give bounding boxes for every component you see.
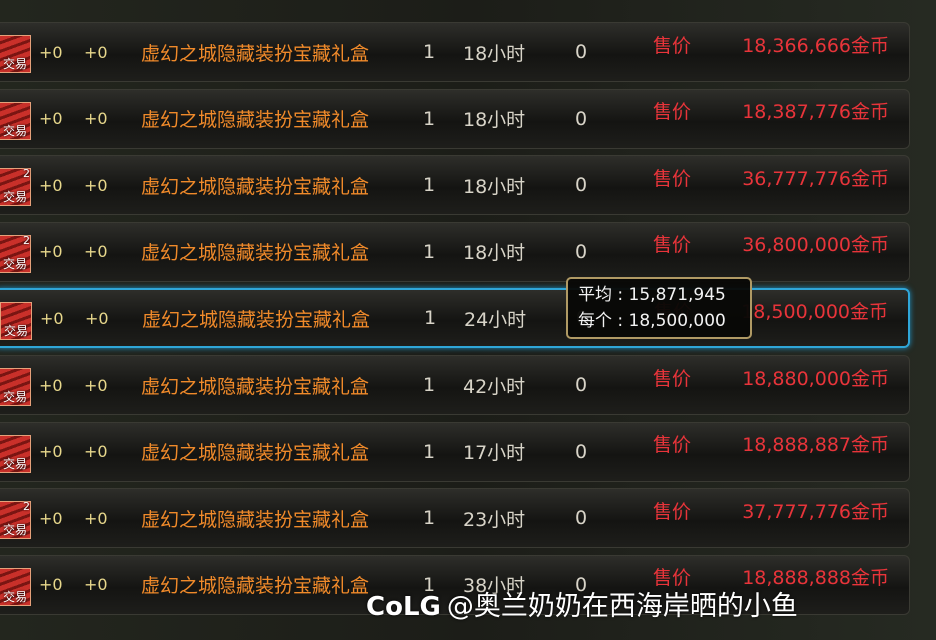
tooltip-line: 每个 : 18,500,000 — [578, 311, 726, 331]
amplify-level: +0 — [85, 308, 109, 328]
listing-row[interactable]: 交易 2 +0 +0 虚幻之城隐藏装扮宝藏礼盒 1 18小时 0 售价 36,777,776金币 — [0, 155, 910, 216]
listing-row[interactable]: 交易+0+0虚幻之城隐藏装扮宝藏礼盒124小时0售价18,500,000金币 — [0, 288, 910, 349]
price-label: 售价 — [653, 34, 692, 57]
bid-count: 0 — [575, 174, 588, 197]
price-label: 售价 — [653, 101, 692, 124]
price: 18,888,887金币 — [742, 434, 889, 457]
bid-count: 0 — [575, 507, 588, 530]
watermark-text: @奥兰奶奶在西海岸晒的小鱼 — [446, 591, 798, 622]
time-left: 18小时 — [463, 175, 526, 198]
item-name: 虚幻之城隐藏装扮宝藏礼盒 — [141, 375, 370, 398]
time-left: 18小时 — [463, 242, 526, 265]
quantity: 1 — [424, 307, 437, 330]
item-name: 虚幻之城隐藏装扮宝藏礼盒 — [141, 575, 370, 598]
price-label: 售价 — [653, 500, 692, 523]
time-left: 42小时 — [463, 375, 526, 398]
listing-row[interactable]: 交易 +0 +0 虚幻之城隐藏装扮宝藏礼盒 1 17小时 0 售价 18,888,887金币 — [0, 421, 910, 482]
reinforce-level: +0 — [39, 442, 63, 462]
item-icon: 交易 2 — [0, 167, 31, 207]
price: 36,777,776金币 — [742, 167, 889, 190]
reinforce-level: +0 — [39, 42, 63, 62]
reinforce-level: +0 — [39, 375, 63, 395]
time-left: 23小时 — [463, 508, 526, 531]
item-icon: 交易 2 — [0, 500, 31, 540]
price-label: 售价 — [653, 434, 692, 457]
price: 36,800,000金币 — [742, 234, 889, 257]
time-left: 18小时 — [463, 42, 526, 65]
price: 18,500,000金币 — [741, 300, 888, 323]
amplify-level: +0 — [84, 575, 108, 595]
stack-badge: 2 — [23, 167, 30, 181]
item-icon: 交易 — [0, 567, 31, 606]
price: 18,880,000金币 — [742, 367, 889, 390]
amplify-level: +0 — [84, 42, 108, 62]
reinforce-level: +0 — [39, 242, 63, 262]
item-name: 虚幻之城隐藏装扮宝藏礼盒 — [142, 308, 371, 331]
quantity: 1 — [423, 174, 436, 197]
item-icon: 交易 — [0, 434, 31, 473]
bid-count: 0 — [575, 440, 588, 463]
stack-badge: 2 — [23, 500, 30, 514]
reinforce-level: +0 — [40, 308, 64, 328]
tooltip-line: 平均 : 15,871,945 — [578, 285, 726, 305]
price-label: 售价 — [653, 367, 692, 390]
time-left: 18小时 — [463, 109, 526, 132]
bid-count: 0 — [575, 573, 588, 596]
item-icon: 交易 — [0, 101, 31, 140]
amplify-level: +0 — [84, 442, 108, 462]
listing-row[interactable]: 交易 +0 +0 虚幻之城隐藏装扮宝藏礼盒 1 38小时 0 售价 18,888,888金币 — [0, 554, 910, 615]
reinforce-level: +0 — [39, 109, 63, 129]
price-label: 售价 — [653, 234, 692, 257]
stack-badge: 2 — [23, 233, 30, 247]
amplify-level: +0 — [84, 375, 108, 395]
price-label: 售价 — [653, 567, 692, 590]
time-left: 17小时 — [463, 442, 526, 465]
item-name: 虚幻之城隐藏装扮宝藏礼盒 — [141, 242, 370, 265]
listing-row[interactable]: 交易 2 +0 +0 虚幻之城隐藏装扮宝藏礼盒 1 18小时 0 售价 36,800,000金币 — [0, 221, 910, 282]
quantity: 1 — [423, 573, 436, 596]
price: 18,366,666金币 — [742, 34, 889, 57]
bid-count: 0 — [575, 374, 588, 396]
time-left: 38小时 — [463, 575, 526, 598]
amplify-level: +0 — [84, 508, 108, 528]
quantity: 1 — [423, 41, 436, 63]
item-name: 虚幻之城隐藏装扮宝藏礼盒 — [141, 109, 370, 132]
time-left: 24小时 — [464, 308, 527, 331]
amplify-level: +0 — [84, 242, 108, 262]
bid-count: 0 — [575, 107, 588, 130]
listing-row[interactable]: 交易 +0 +0 虚幻之城隐藏装扮宝藏礼盒 1 18小时 0 售价 18,387,776金币 — [0, 88, 910, 149]
bid-count: 0 — [575, 41, 588, 63]
listing-row[interactable]: 交易 2 +0 +0 虚幻之城隐藏装扮宝藏礼盒 1 23小时 0 售价 37,777,776金币 — [0, 488, 910, 549]
watermark: CoLG @奥兰奶奶在西海岸晒的小鱼 — [366, 584, 798, 623]
item-icon: 交易 2 — [0, 233, 31, 273]
item-name: 虚幻之城隐藏装扮宝藏礼盒 — [141, 442, 370, 465]
item-icon: 交易 — [0, 302, 32, 341]
item-name: 虚幻之城隐藏装扮宝藏礼盒 — [141, 42, 370, 65]
price-label: 售价 — [653, 167, 692, 190]
item-icon: 交易 — [0, 368, 31, 406]
amplify-level: +0 — [84, 175, 108, 195]
bid-count: 0 — [575, 240, 588, 263]
quantity: 1 — [423, 107, 436, 130]
item-name: 虚幻之城隐藏装扮宝藏礼盒 — [141, 175, 370, 198]
amplify-level: +0 — [84, 109, 108, 129]
item-icon: 交易 — [0, 35, 31, 73]
quantity: 1 — [423, 507, 436, 530]
listing-row[interactable]: 交易 +0 +0 虚幻之城隐藏装扮宝藏礼盒 1 18小时 0 售价 18,366,666金币 — [0, 22, 910, 82]
quantity: 1 — [423, 374, 436, 396]
watermark-logo: CoLG — [366, 592, 441, 622]
item-name: 虚幻之城隐藏装扮宝藏礼盒 — [141, 508, 370, 531]
reinforce-level: +0 — [39, 508, 63, 528]
quantity: 1 — [423, 440, 436, 463]
quantity: 1 — [423, 240, 436, 263]
price-tooltip: 平均 : 15,871,945 每个 : 18,500,000 — [566, 277, 752, 339]
listing-row[interactable]: 交易 +0 +0 虚幻之城隐藏装扮宝藏礼盒 1 42小时 0 售价 18,880,000金币 — [0, 355, 910, 415]
reinforce-level: +0 — [39, 175, 63, 195]
price: 37,777,776金币 — [742, 500, 889, 523]
price: 18,888,888金币 — [742, 567, 889, 590]
reinforce-level: +0 — [39, 575, 63, 595]
price: 18,387,776金币 — [742, 101, 889, 124]
